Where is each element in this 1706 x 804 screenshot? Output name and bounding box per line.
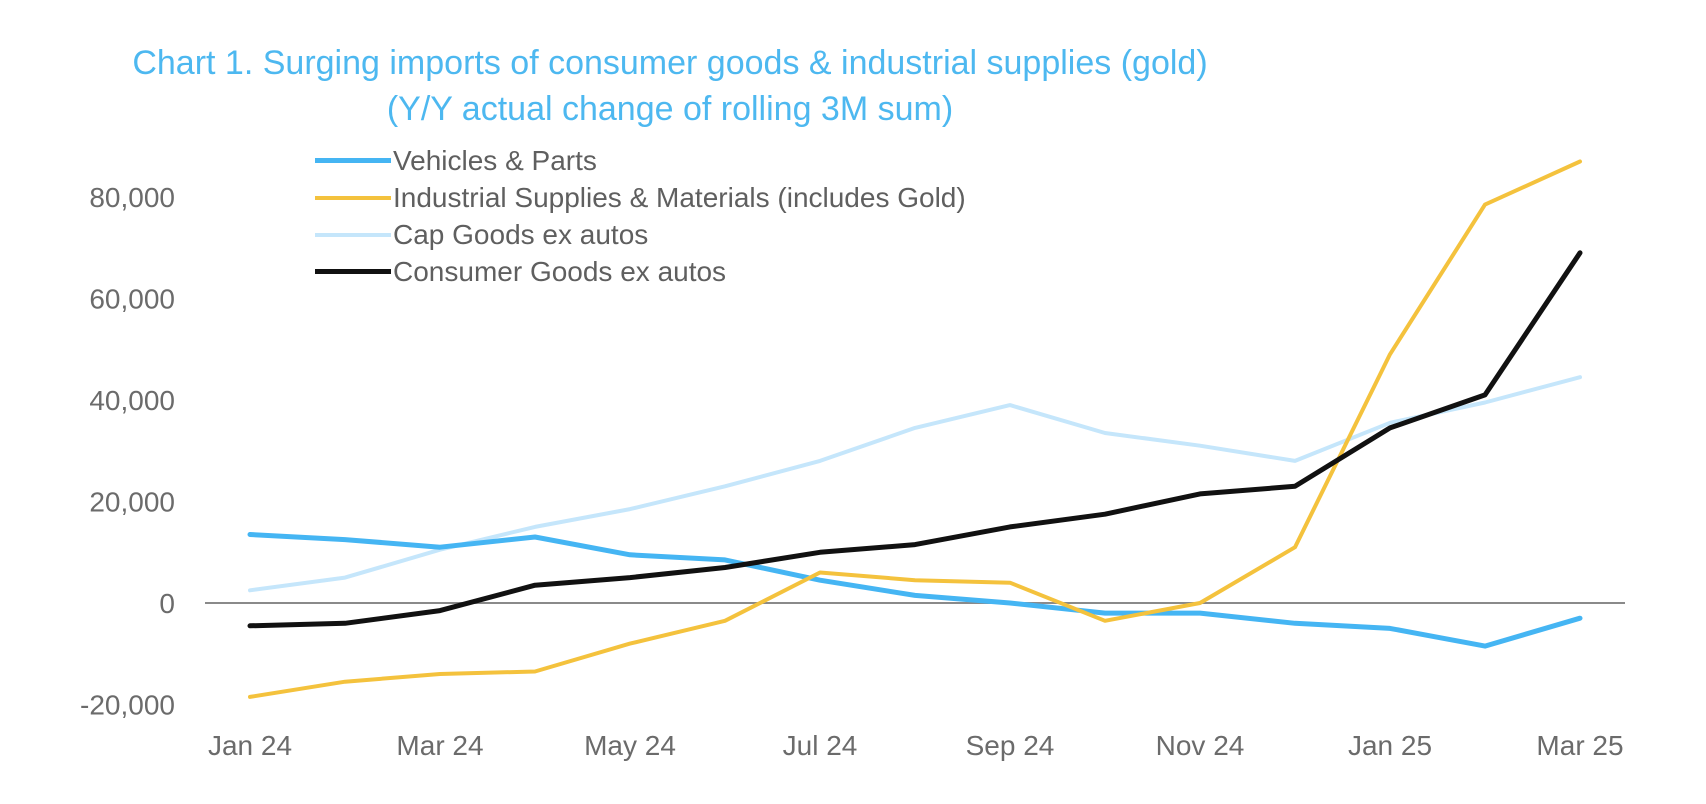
legend-item: Industrial Supplies & Materials (include… — [315, 179, 966, 216]
x-tick-label: Sep 24 — [966, 730, 1055, 761]
legend-item: Consumer Goods ex autos — [315, 253, 966, 290]
x-tick-label: May 24 — [584, 730, 676, 761]
y-tick-label: -20,000 — [80, 690, 175, 721]
legend-label: Consumer Goods ex autos — [393, 255, 727, 287]
series-line-2 — [248, 159, 1582, 699]
chart-subtitle: (Y/Y actual change of rolling 3M sum) — [386, 90, 954, 128]
x-tick-label: Nov 24 — [1156, 730, 1245, 761]
legend-swatch — [315, 158, 391, 163]
y-tick-label: 20,000 — [89, 487, 175, 518]
x-tick-label: Mar 24 — [396, 730, 483, 761]
legend-item: Vehicles & Parts — [315, 142, 966, 179]
x-tick-label: Jan 24 — [208, 730, 292, 761]
legend-item: Cap Goods ex autos — [315, 216, 966, 253]
x-tick-label: Jan 25 — [1348, 730, 1432, 761]
series-line-3 — [248, 375, 1582, 593]
x-tick-label: Mar 25 — [1536, 730, 1623, 761]
chart-title: Chart 1. Surging imports of consumer goo… — [0, 40, 1340, 132]
series-line-4 — [247, 250, 1583, 629]
series-line-1 — [247, 532, 1583, 649]
legend-swatch — [315, 232, 391, 237]
legend-label: Vehicles & Parts — [393, 144, 597, 176]
legend-swatch — [315, 195, 391, 200]
legend-swatch — [315, 269, 391, 274]
chart-title-line: Chart 1. Surging imports of consumer goo… — [132, 44, 1208, 82]
y-tick-label: 40,000 — [89, 385, 175, 416]
legend-label: Industrial Supplies & Materials (include… — [393, 181, 966, 213]
y-tick-label: 0 — [159, 588, 175, 619]
legend-label: Cap Goods ex autos — [393, 218, 649, 250]
chart-legend: Vehicles & Parts Industrial Supplies & Ma… — [315, 142, 966, 290]
y-tick-label: 60,000 — [89, 284, 175, 315]
x-tick-label: Jul 24 — [783, 730, 858, 761]
y-tick-label: 80,000 — [89, 182, 175, 213]
